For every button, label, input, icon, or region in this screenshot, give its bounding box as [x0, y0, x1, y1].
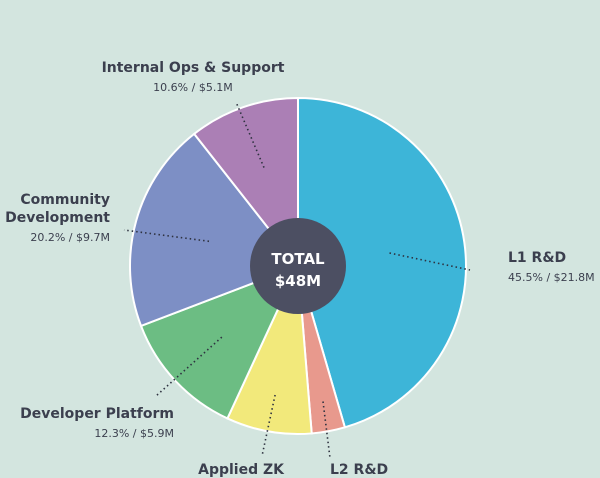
slice-labels: L1 R&D 45.5% / $21.8M L2 R&D Applied ZK Deve… [5, 60, 595, 478]
pie-slice-l1-r-d [297, 96, 467, 429]
total-value: $48M [275, 272, 321, 290]
leader-lines [123, 101, 471, 459]
leader-line [261, 394, 276, 457]
total-label: TOTAL [271, 250, 325, 268]
leader-line [123, 229, 210, 243]
slice-name-label: L1 R&D [508, 250, 566, 266]
leader-line [389, 252, 471, 271]
slice-name-label: L2 R&D [330, 462, 388, 478]
slice-value-label: 12.3% / $5.9M [94, 427, 174, 440]
pie-slice-developer-platform [139, 264, 300, 420]
slice-value-label: 10.6% / $5.1M [153, 81, 233, 94]
pie-slice-internal-ops-support [192, 96, 299, 269]
leader-line [235, 101, 265, 168]
slice-name-label: Development [5, 210, 110, 226]
center-circle [250, 218, 346, 314]
leader-line [322, 401, 331, 459]
slice-name-label: Internal Ops & Support [102, 60, 285, 76]
slice-value-label: 20.2% / $9.7M [30, 231, 110, 244]
slice-name-label: Community [20, 192, 110, 208]
slice-name-label: Applied ZK [198, 462, 285, 478]
slice-value-label: 45.5% / $21.8M [508, 271, 595, 284]
slice-name-label: Developer Platform [20, 406, 174, 422]
leader-line [155, 336, 223, 397]
